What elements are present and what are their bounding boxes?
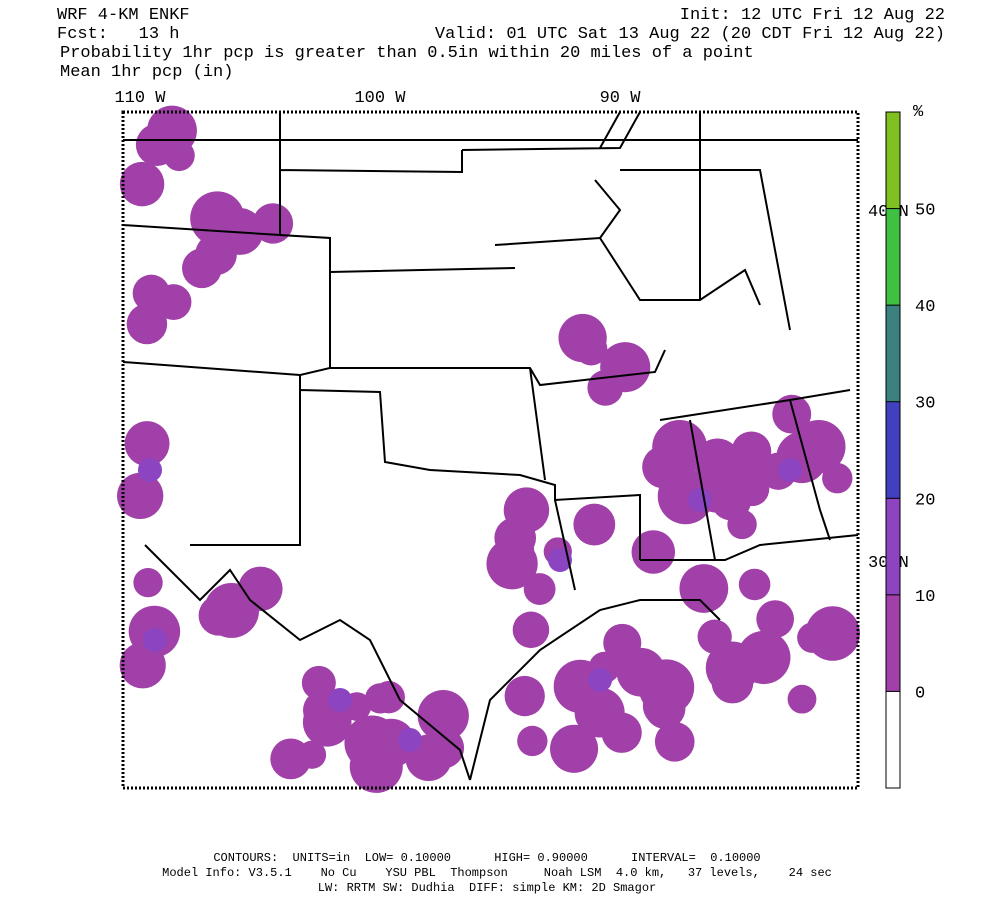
- precip-blob: [732, 450, 768, 486]
- init: Init: 12 UTC Fri 12 Aug 22: [680, 6, 945, 25]
- precip-core: [398, 728, 422, 752]
- precip-core: [778, 458, 802, 482]
- precip-blob: [573, 503, 616, 546]
- footer-model: Model Info: V3.5.1 No Cu YSU PBL Thompso…: [162, 866, 832, 880]
- colorbar-label: 20: [915, 491, 935, 510]
- precip-blob: [147, 105, 197, 156]
- precip-blob: [631, 530, 676, 574]
- colorbar-segment: [886, 401, 900, 499]
- colorbar-label: 30: [915, 395, 935, 414]
- lon-label: 100 W: [354, 89, 406, 108]
- colorbar-segment: [886, 208, 900, 306]
- precip-core: [328, 688, 352, 712]
- colorbar: [885, 111, 901, 789]
- state-borders: [122, 111, 859, 781]
- precip-blob: [504, 675, 545, 717]
- lon-label: 90 W: [600, 89, 642, 108]
- precip-blob: [523, 573, 556, 605]
- precip-blob: [822, 463, 853, 494]
- precip-blob: [705, 641, 759, 695]
- precip-blob: [182, 248, 222, 289]
- precip-areas: [117, 105, 860, 793]
- model: WRF 4-KM ENKF: [57, 6, 190, 25]
- colorbar-unit: %: [913, 103, 924, 122]
- footer-contours: CONTOURS: UNITS=in LOW= 0.10000 HIGH= 0.…: [213, 851, 760, 865]
- precip-blob: [727, 509, 757, 540]
- precip-blob: [601, 712, 642, 753]
- precip-blob: [126, 303, 168, 345]
- precip-blob: [638, 659, 695, 716]
- precip-blob: [654, 721, 695, 762]
- precip-blob: [787, 684, 817, 714]
- colorbar-segment: [886, 594, 900, 692]
- field: Probability 1hr pcp is greater than 0.5i…: [60, 44, 754, 63]
- precip-blob: [600, 342, 651, 393]
- precip-blob: [738, 568, 771, 601]
- precip-blob: [133, 567, 163, 598]
- precip-blob: [797, 622, 828, 653]
- colorbar-label: 10: [915, 588, 935, 607]
- colorbar-label: 50: [915, 202, 935, 221]
- precip-blob: [417, 690, 469, 742]
- precip-blob: [550, 724, 599, 773]
- precip-blob: [349, 739, 403, 793]
- precip-blob: [503, 534, 535, 566]
- precip-core: [588, 668, 612, 692]
- precip-blob: [574, 333, 608, 366]
- precip-blob: [252, 203, 294, 244]
- precip-blob: [512, 611, 550, 649]
- precip-blob: [756, 600, 794, 638]
- forecast: Fcst: 13 h: [57, 25, 179, 44]
- precip-blob: [124, 421, 170, 467]
- colorbar-label: 40: [915, 298, 935, 317]
- precip-blob: [365, 683, 396, 714]
- precip-core: [143, 628, 167, 652]
- overlay: Mean 1hr pcp (in): [60, 63, 233, 82]
- precip-blob: [772, 394, 812, 434]
- map-frame: [121, 110, 860, 790]
- colorbar-segment: [886, 112, 900, 209]
- precip-blob: [190, 191, 245, 246]
- precip-blob: [270, 738, 312, 780]
- valid: Valid: 01 UTC Sat 13 Aug 22 (20 CDT Fri …: [435, 25, 945, 44]
- precip-core: [138, 458, 162, 482]
- colorbar-label: 0: [915, 684, 925, 703]
- precip-blob: [119, 161, 165, 207]
- precip-blob: [117, 472, 164, 520]
- precip-blob: [503, 487, 550, 533]
- lon-label: 110 W: [114, 89, 166, 108]
- precip-blob: [679, 564, 729, 613]
- precip-core: [688, 488, 712, 512]
- precip-blob: [517, 725, 548, 757]
- precip-blob: [236, 572, 275, 611]
- precip-blob: [603, 623, 642, 662]
- precip-blob: [132, 274, 170, 312]
- colorbar-segment: [886, 498, 900, 595]
- footer-physics: LW: RRTM SW: Dudhia DIFF: simple KM: 2D …: [318, 881, 656, 895]
- colorbar-segment: [886, 305, 900, 402]
